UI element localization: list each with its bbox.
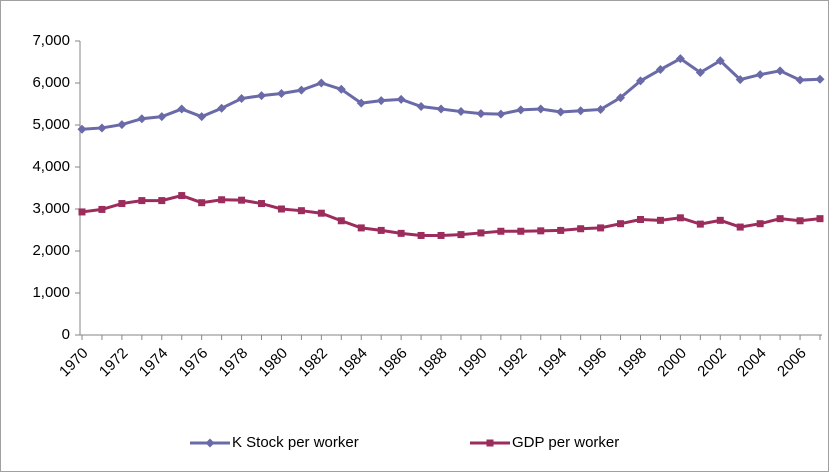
data-point <box>596 104 606 114</box>
data-point <box>296 85 306 95</box>
data-point <box>77 124 87 134</box>
data-point <box>576 106 586 116</box>
data-point <box>477 229 485 237</box>
data-point <box>258 200 266 208</box>
data-point <box>517 227 525 235</box>
data-point <box>316 78 326 88</box>
data-point <box>655 65 665 75</box>
data-point <box>218 196 226 204</box>
data-point <box>456 107 466 117</box>
y-tick-label: 7,000 <box>32 32 70 49</box>
data-point <box>436 104 446 114</box>
data-point <box>317 209 325 217</box>
data-point <box>157 112 167 122</box>
data-point <box>377 226 385 234</box>
y-tick-label: 2,000 <box>32 242 70 259</box>
data-point <box>536 104 546 114</box>
data-point <box>396 94 406 104</box>
data-point <box>158 197 166 205</box>
y-tick-label: 3,000 <box>32 200 70 217</box>
legend-marker <box>486 439 494 447</box>
data-point <box>715 56 725 66</box>
legend-label: K Stock per worker <box>232 434 359 451</box>
data-point <box>437 231 445 239</box>
y-tick-label: 4,000 <box>32 158 70 175</box>
data-point <box>736 223 744 231</box>
data-point <box>336 84 346 94</box>
data-point <box>98 205 106 213</box>
data-point <box>376 96 386 106</box>
data-point <box>297 207 305 215</box>
data-point <box>357 224 365 232</box>
data-point <box>397 229 405 237</box>
legend-marker <box>205 438 215 448</box>
data-point <box>775 66 785 76</box>
y-tick-label: 6,000 <box>32 74 70 91</box>
data-point <box>815 74 825 84</box>
data-point <box>276 89 286 98</box>
data-point <box>257 91 267 101</box>
data-point <box>735 75 745 85</box>
data-point <box>716 216 724 224</box>
data-point <box>496 109 506 119</box>
data-point <box>178 192 186 200</box>
data-point <box>198 199 206 207</box>
y-tick-label: 0 <box>62 326 70 343</box>
data-point <box>197 112 207 122</box>
data-point <box>556 107 566 117</box>
data-point <box>277 205 285 213</box>
data-point <box>337 217 345 225</box>
data-point <box>537 227 545 235</box>
data-point <box>656 216 664 224</box>
data-point <box>755 70 765 80</box>
data-point <box>816 215 824 223</box>
data-point <box>635 76 645 86</box>
data-point <box>795 75 805 85</box>
data-point <box>457 231 465 239</box>
data-point <box>217 103 227 113</box>
data-point <box>137 114 147 124</box>
data-point <box>675 54 685 64</box>
data-point <box>118 200 126 208</box>
data-point <box>577 225 585 233</box>
series-line <box>81 56 821 131</box>
data-point <box>796 217 804 225</box>
data-point <box>756 220 764 228</box>
data-point <box>616 93 626 103</box>
data-point <box>776 215 784 223</box>
data-point <box>516 105 526 115</box>
data-point <box>416 102 426 112</box>
data-point <box>617 220 625 228</box>
data-point <box>695 68 705 77</box>
data-point <box>177 104 187 114</box>
data-point <box>356 98 366 108</box>
data-point <box>78 208 86 216</box>
y-tick-label: 5,000 <box>32 116 70 133</box>
data-point <box>676 214 684 222</box>
data-point <box>97 123 107 133</box>
data-point <box>696 220 704 228</box>
data-point <box>417 231 425 239</box>
legend-label: GDP per worker <box>512 434 619 451</box>
data-point <box>557 226 565 234</box>
data-point <box>117 120 127 130</box>
data-point <box>476 109 486 119</box>
y-tick-label: 1,000 <box>32 284 70 301</box>
data-point <box>497 227 505 235</box>
data-point <box>636 216 644 223</box>
data-point <box>237 94 247 104</box>
data-point <box>597 224 605 232</box>
data-point <box>138 197 146 205</box>
data-point <box>238 196 246 204</box>
